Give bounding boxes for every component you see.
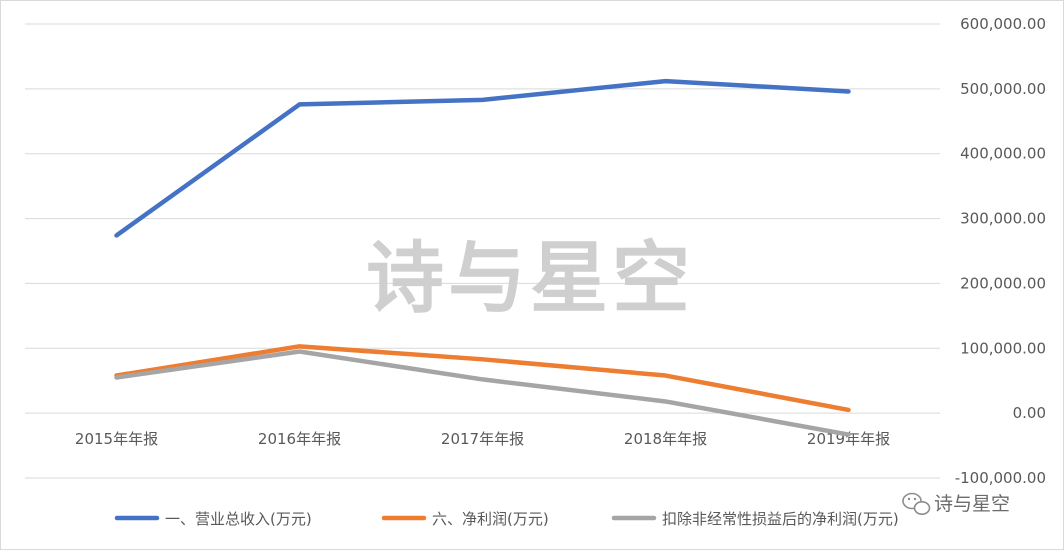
x-axis-tick-labels: 2015年年报 2016年年报 2017年年报 2018年年报 2019年年报 (75, 430, 890, 448)
y-axis-tick-labels: 600,000.00 500,000.00 400,000.00 300,000.00… (955, 15, 1046, 487)
series-line-2 (114, 344, 851, 413)
y-tick-label: 100,000.00 (960, 339, 1046, 357)
y-tick-label: 500,000.00 (960, 80, 1046, 98)
series-line-3 (114, 349, 851, 437)
x-tick-label: 2017年年报 (441, 430, 524, 448)
watermark-badge: 诗与星空 (902, 492, 1010, 515)
watermark-badge-text: 诗与星空 (934, 493, 1010, 515)
legend-label-1: 一、营业总收入(万元) (165, 510, 312, 528)
y-tick-label: 400,000.00 (960, 145, 1046, 163)
legend-label-3: 扣除非经常性损益后的净利润(万元) (662, 510, 899, 528)
y-tick-label: 300,000.00 (960, 210, 1046, 228)
x-tick-label: 2019年年报 (807, 430, 890, 448)
x-tick-label: 2015年年报 (75, 430, 158, 448)
legend-label-2: 六、净利润(万元) (432, 510, 549, 528)
series-lines (114, 78, 851, 437)
legend: 一、营业总收入(万元) 六、净利润(万元) 扣除非经常性损益后的净利润(万元) (114, 510, 899, 528)
y-tick-label: 0.00 (1013, 404, 1046, 422)
x-tick-label: 2018年年报 (624, 430, 707, 448)
y-tick-label: 200,000.00 (960, 274, 1046, 292)
x-tick-label: 2016年年报 (258, 430, 341, 448)
y-tick-label: 600,000.00 (960, 15, 1046, 33)
y-tick-label: -100,000.00 (955, 469, 1046, 487)
series-line-1 (114, 78, 851, 238)
watermark-text: 诗与星空 (366, 234, 694, 324)
wechat-icon (902, 492, 931, 515)
